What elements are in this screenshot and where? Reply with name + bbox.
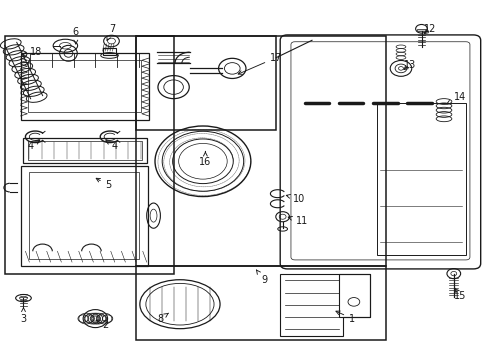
Bar	[136, 36, 276, 130]
Bar	[376, 103, 465, 255]
Bar	[5, 36, 173, 274]
Bar	[23, 138, 146, 163]
Text: 6: 6	[73, 27, 79, 44]
Text: 11: 11	[287, 216, 308, 226]
Text: 3: 3	[20, 307, 26, 324]
Bar	[136, 36, 386, 266]
Bar	[29, 172, 139, 259]
Text: 7: 7	[107, 24, 115, 40]
Text: 2: 2	[96, 320, 108, 330]
Text: 10: 10	[285, 194, 305, 204]
Bar	[28, 141, 142, 160]
Text: 17: 17	[238, 53, 282, 74]
Bar	[416, 29, 426, 31]
Text: 16: 16	[199, 152, 211, 167]
Bar	[20, 166, 147, 266]
Bar	[20, 53, 148, 120]
Text: 4: 4	[27, 140, 40, 151]
Text: 8: 8	[157, 313, 168, 324]
Text: 5: 5	[96, 178, 111, 190]
Text: 4: 4	[106, 140, 118, 151]
Bar	[338, 274, 369, 317]
Bar	[102, 48, 116, 55]
Text: 14: 14	[446, 92, 465, 104]
Text: 9: 9	[256, 270, 266, 285]
Text: 1: 1	[335, 311, 354, 324]
Text: 18: 18	[22, 47, 42, 57]
Bar	[28, 60, 141, 112]
Text: 13: 13	[403, 60, 415, 70]
Text: 15: 15	[453, 288, 466, 301]
Bar	[136, 266, 386, 340]
Text: 12: 12	[423, 24, 436, 34]
